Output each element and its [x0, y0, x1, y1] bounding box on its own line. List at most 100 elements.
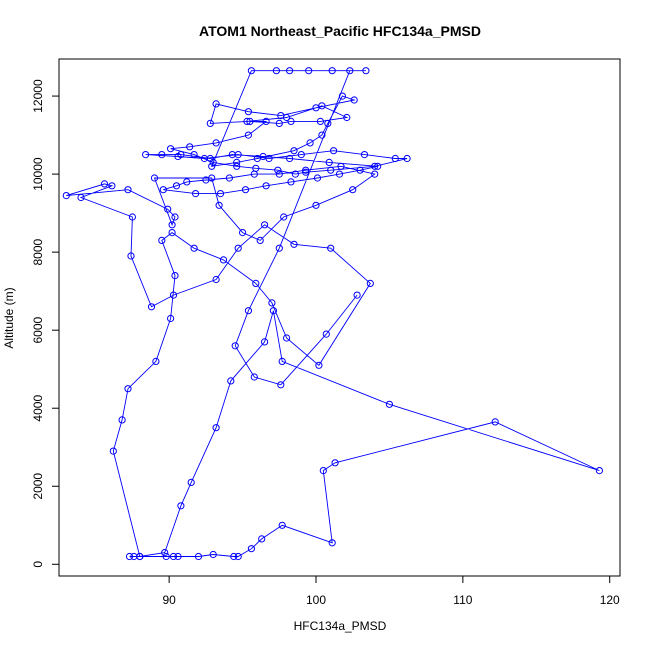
data-point [319, 467, 327, 475]
data-point [142, 151, 150, 159]
data-point [253, 154, 261, 163]
data-point [169, 552, 178, 561]
data-point [250, 373, 258, 381]
data-point [324, 119, 332, 128]
y-tick-label: 10000 [31, 157, 45, 191]
data-point [312, 201, 320, 209]
data-point [265, 154, 273, 163]
data-point [219, 256, 228, 264]
data-point [202, 176, 210, 184]
data-point [227, 377, 235, 385]
data-point [108, 182, 116, 190]
data-point [316, 117, 324, 126]
data-point [168, 221, 176, 229]
data-point [162, 552, 170, 561]
data-point [77, 193, 85, 202]
data-point [290, 240, 298, 248]
data-point [362, 67, 370, 75]
data-point [171, 213, 179, 221]
data-point [290, 147, 298, 155]
data-point [172, 182, 181, 190]
data-point [167, 314, 175, 323]
data-point [349, 186, 357, 194]
y-tick-label: 0 [31, 561, 45, 568]
data-point [215, 201, 223, 209]
data-point [208, 162, 216, 170]
data-point [239, 229, 247, 237]
data-point [164, 205, 172, 213]
y-tick-label: 8000 [31, 238, 45, 265]
data-point [247, 545, 255, 553]
data-point [234, 552, 242, 561]
data-point [328, 539, 336, 547]
data-point [374, 162, 382, 170]
data-point [243, 117, 251, 126]
data-point [212, 100, 220, 108]
x-tick-label: 120 [600, 593, 620, 607]
data-point [302, 168, 310, 176]
data-point [297, 151, 305, 159]
data-point [275, 119, 283, 128]
data-point [325, 158, 333, 166]
data-point [371, 170, 379, 178]
data-point [161, 549, 169, 557]
data-point [356, 166, 364, 174]
data-point [278, 357, 286, 365]
data-point [124, 385, 132, 393]
data-point [147, 303, 156, 311]
data-point [366, 279, 374, 287]
data-point [231, 342, 239, 350]
data-point [305, 67, 313, 75]
data-point [190, 151, 198, 159]
x-tick-label: 110 [453, 593, 472, 607]
x-tick-label: 90 [162, 593, 176, 607]
data-point [313, 174, 322, 182]
x-tick-label: 100 [306, 593, 326, 607]
data-point [171, 272, 179, 280]
data-point [371, 162, 379, 170]
data-point [192, 190, 200, 198]
data-point [168, 229, 176, 237]
data-point [200, 154, 208, 163]
data-point [252, 164, 260, 172]
data-point [128, 213, 136, 221]
data-point [109, 447, 117, 455]
data-point [275, 170, 283, 178]
data-point [268, 299, 276, 307]
data-point [360, 151, 369, 159]
data-point [275, 244, 283, 252]
data-point [491, 418, 499, 426]
data-point [330, 147, 338, 155]
data-point [124, 186, 132, 194]
data-point [286, 67, 294, 75]
y-axis-label: Altitude (m) [2, 287, 16, 348]
data-series [62, 67, 604, 561]
data-point [206, 119, 214, 128]
data-point [306, 139, 314, 147]
data-point [230, 552, 238, 561]
data-point [212, 139, 220, 147]
data-point [278, 521, 286, 529]
y-tick-label: 12000 [31, 79, 45, 113]
y-tick-label: 4000 [31, 395, 45, 422]
data-point [233, 162, 241, 170]
data-point [283, 334, 291, 342]
data-point [274, 166, 282, 174]
data-point [244, 307, 252, 315]
x-axis-label: HFC134a_PMSD [294, 619, 387, 633]
data-point [225, 174, 233, 182]
y-tick-label: 6000 [31, 317, 45, 344]
data-point [350, 96, 358, 104]
data-point [337, 162, 345, 170]
data-point [287, 117, 295, 126]
data-point [209, 158, 217, 166]
data-point [302, 166, 310, 174]
chart-title: ATOM1 Northeast_Pacific HFC134a_PMSD [199, 23, 481, 39]
data-point [244, 131, 252, 139]
data-point [353, 291, 361, 299]
data-point [403, 154, 411, 163]
data-point [159, 186, 167, 194]
data-point [174, 152, 182, 161]
data-point [169, 291, 178, 299]
data-point [261, 221, 269, 229]
